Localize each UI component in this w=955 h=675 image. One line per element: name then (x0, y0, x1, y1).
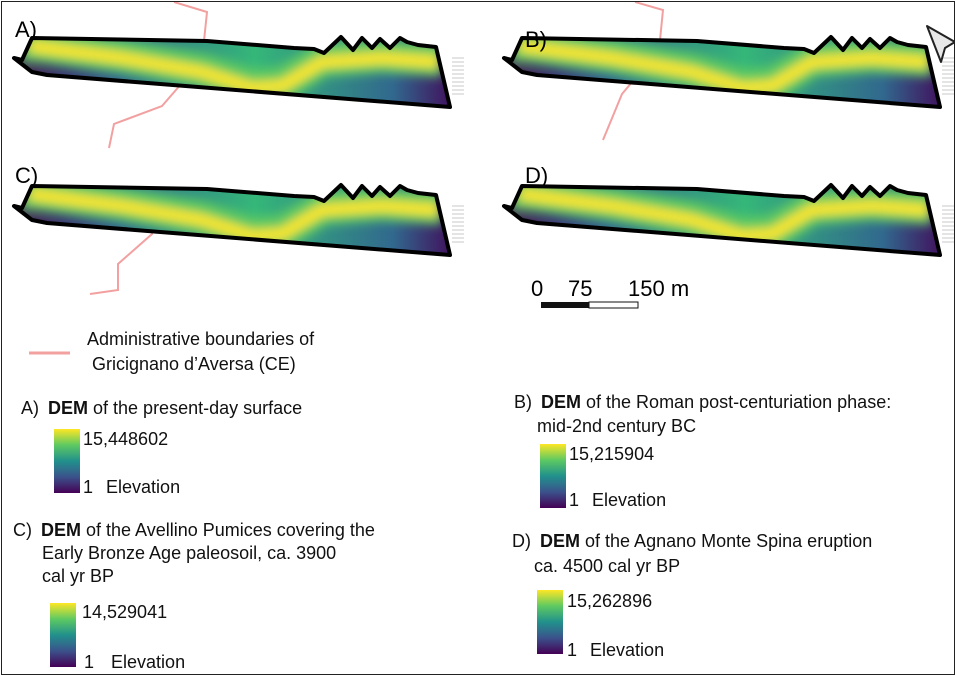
legend-bold: DEM (48, 398, 88, 418)
svg-text:1 Elevation: 1 Elevation (569, 490, 666, 510)
panel-label: A) (15, 17, 37, 42)
legend-bold: DEM (540, 531, 580, 551)
scale-tick-75: 75 (568, 276, 592, 301)
legend-min: 1 (567, 640, 577, 660)
color-ramp (540, 444, 566, 508)
panel-d: D) (492, 160, 954, 270)
scale-tick-150: 150 m (628, 276, 689, 301)
color-ramp (54, 429, 80, 493)
legend-title-line2: mid-2nd century BC (537, 416, 696, 436)
legend-unit: Elevation (111, 652, 185, 672)
legend-title: of the Agnano Monte Spina eruption (580, 531, 872, 551)
north-arrow-icon (926, 25, 954, 63)
svg-text:B) DEM of the Roman post: B) DEM of the Roman post-centuriation ph… (514, 392, 891, 412)
panel-label: B) (525, 27, 547, 52)
svg-text:D) DEM of the Agnano Mon: D) DEM of the Agnano Monte Spina eruptio… (512, 531, 872, 551)
legend-key: D) (512, 531, 531, 551)
legend-key: B) (514, 392, 532, 412)
legend-c: C) DEM of the Avellino Pumices covering … (13, 520, 375, 672)
scale-tick-0: 0 (531, 276, 543, 301)
legend-title-line2: Early Bronze Age paleosoil, ca. 3900 (42, 543, 336, 563)
legend-unit: Elevation (592, 490, 666, 510)
legend-title-line3: cal yr BP (42, 566, 114, 586)
legend-b: B) DEM of the Roman post-centuriation ph… (514, 392, 891, 510)
svg-text:1 Elevation: 1 Elevation (83, 477, 180, 497)
legend-d: D) DEM of the Agnano Monte Spina eruptio… (512, 531, 872, 660)
legend-key: C) (13, 520, 32, 540)
panel-label: C) (15, 163, 38, 188)
legend-title-line2: ca. 4500 cal yr BP (534, 556, 680, 576)
legend-title: of the Roman post-centuriation phase: (581, 392, 891, 412)
legend-max: 15,262896 (567, 591, 652, 611)
legend-key: A) (21, 398, 39, 418)
panel-b: B) (492, 2, 954, 141)
panel-c: C) (2, 160, 464, 295)
dem-raster-c (2, 160, 464, 270)
legend-max: 15,215904 (569, 444, 654, 464)
legend-min: 1 (84, 652, 94, 672)
scale-bar: 0 75 150 m (531, 276, 689, 309)
color-ramp (537, 590, 563, 654)
legend-bold: DEM (541, 392, 581, 412)
svg-text:A) DEM of the present-da: A) DEM of the present-day surface (21, 398, 302, 418)
panel-a: A) (2, 2, 464, 149)
legend-title: of the Avellino Pumices covering the (81, 520, 375, 540)
dem-raster-d (492, 160, 954, 270)
svg-text:C) DEM of the Avellino P: C) DEM of the Avellino Pumices covering … (13, 520, 375, 540)
legend-min: 1 (83, 477, 93, 497)
legend-unit: Elevation (590, 640, 664, 660)
legend-a: A) DEM of the present-day surface 15,448… (21, 398, 302, 497)
boundary-legend: Administrative boundaries of Gricignano … (29, 329, 315, 374)
legend-max: 14,529041 (82, 602, 167, 622)
panel-label: D) (525, 163, 548, 188)
legend-title: of the present-day surface (88, 398, 302, 418)
legend-unit: Elevation (106, 477, 180, 497)
legend-max: 15,448602 (83, 429, 168, 449)
svg-text:1 Elevation: 1 Elevation (84, 652, 185, 672)
dem-raster-a (2, 12, 464, 122)
boundary-legend-line1: Administrative boundaries of (87, 329, 315, 349)
legend-bold: DEM (41, 520, 81, 540)
svg-text:1 Elevation: 1 Elevation (567, 640, 664, 660)
color-ramp (50, 603, 76, 667)
dem-raster-b (492, 12, 954, 122)
legend-min: 1 (569, 490, 579, 510)
boundary-legend-line2: Gricignano d’Aversa (CE) (92, 354, 296, 374)
